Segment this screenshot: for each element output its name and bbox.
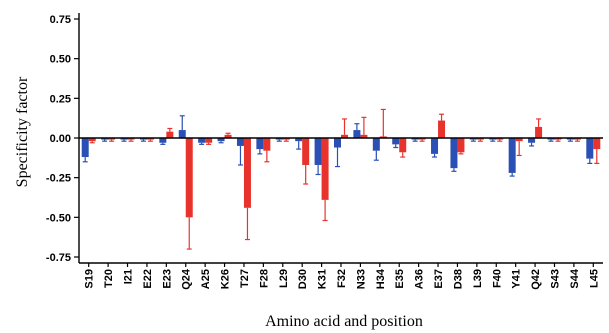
red-series-bar <box>302 138 310 165</box>
blue-series-bar <box>547 138 555 140</box>
x-tick-label: L39 <box>472 269 484 288</box>
red-series-bar <box>108 138 116 140</box>
y-tick-label: 0.00 <box>50 133 71 145</box>
x-tick-label: F28 <box>258 269 270 288</box>
red-series-bar <box>360 134 368 138</box>
blue-series-bar <box>81 138 89 158</box>
y-axis-title: Specificity factor <box>14 76 31 187</box>
red-series-bar <box>438 120 446 138</box>
x-tick-label: Q24 <box>181 268 193 290</box>
blue-series-bar <box>489 138 497 140</box>
blue-series-bar <box>120 138 128 140</box>
blue-series-bar <box>256 138 264 150</box>
x-tick-label: H34 <box>375 268 387 289</box>
x-tick-label: T20 <box>103 269 115 288</box>
x-tick-label: I21 <box>123 269 135 284</box>
red-series-bar <box>321 138 329 200</box>
red-series-bar <box>146 138 154 140</box>
blue-series-bar <box>178 130 186 138</box>
x-tick-label: F40 <box>491 269 503 288</box>
x-tick-label: S44 <box>569 268 581 288</box>
x-tick-label: T27 <box>239 269 251 288</box>
x-tick-label: S19 <box>84 269 96 289</box>
x-tick-label: E37 <box>433 269 445 289</box>
x-tick-label: E35 <box>394 269 406 289</box>
red-series-bar <box>341 134 348 138</box>
x-tick-label: K31 <box>317 269 329 289</box>
red-series-bar <box>418 138 426 140</box>
blue-series-bar <box>586 138 594 159</box>
blue-series-bar <box>101 138 109 140</box>
blue-series-bar <box>528 138 536 143</box>
plot-area: 0.75 0.50 0.25 0.00 -0.25 -0.50 -0.75 S19 T20 I21… <box>46 13 603 290</box>
x-tick-label: D30 <box>297 269 309 289</box>
blue-series-bar <box>372 138 380 151</box>
red-series-bar <box>224 134 232 138</box>
x-tick-label: S43 <box>549 269 561 289</box>
y-tick-label: -0.75 <box>46 252 71 264</box>
blue-series-bar <box>566 138 574 140</box>
blue-series-bar <box>159 138 167 143</box>
blue-series-bar <box>508 138 516 173</box>
red-series-bar <box>205 138 213 143</box>
blue-series-bar <box>334 138 341 148</box>
blue-series-bar <box>353 130 361 138</box>
x-tick-label: E23 <box>161 269 173 289</box>
red-series-bar <box>476 138 484 140</box>
y-tick-label: 0.50 <box>50 54 71 66</box>
y-tick-label: -0.25 <box>46 173 71 185</box>
red-series-bar <box>185 138 193 218</box>
red-series-bar <box>282 138 290 140</box>
red-series-bar <box>243 138 251 208</box>
red-series-bar <box>127 138 135 140</box>
y-tick-label: 0.75 <box>50 14 71 26</box>
x-tick-label: L29 <box>278 269 290 288</box>
x-tick-label: A36 <box>414 269 426 289</box>
red-series-bar <box>263 138 271 151</box>
x-tick-label: Q42 <box>530 269 542 290</box>
blue-series-bar <box>411 138 419 140</box>
x-tick-label: E22 <box>142 269 154 289</box>
blue-series-bar <box>450 138 458 169</box>
x-axis-title: Amino acid and position <box>265 313 423 330</box>
red-series-bar <box>573 138 581 140</box>
blue-series-bar <box>217 138 225 142</box>
red-series-bar <box>88 138 96 142</box>
red-series-bar <box>496 138 504 140</box>
blue-series-bar <box>275 138 283 140</box>
x-tick-label: F32 <box>336 269 348 288</box>
red-series-bar <box>554 138 562 140</box>
x-tick-label: K26 <box>220 269 232 289</box>
red-series-bar <box>379 136 387 138</box>
blue-series-bar <box>198 138 206 143</box>
y-tick-label: -0.50 <box>46 212 71 224</box>
x-tick-label: Y41 <box>511 269 523 289</box>
red-series-bar <box>593 138 601 150</box>
blue-series-bar <box>469 138 477 140</box>
blue-series-bar <box>431 138 439 154</box>
x-tick-label: A25 <box>200 269 212 289</box>
x-tick-label: D38 <box>452 269 464 289</box>
red-series-bar <box>399 138 407 153</box>
red-series-bar <box>166 131 174 138</box>
blue-series-bar <box>236 138 244 146</box>
x-tick-label: N33 <box>355 269 367 289</box>
blue-series-bar <box>139 138 147 140</box>
x-tick-label: L45 <box>588 269 600 288</box>
y-tick-label: 0.25 <box>50 93 71 105</box>
red-series-bar <box>515 138 523 142</box>
blue-series-bar <box>392 138 400 145</box>
red-series-bar <box>535 126 543 138</box>
blue-series-bar <box>314 138 322 165</box>
red-series-bar <box>457 138 465 153</box>
blue-series-bar <box>295 138 303 142</box>
